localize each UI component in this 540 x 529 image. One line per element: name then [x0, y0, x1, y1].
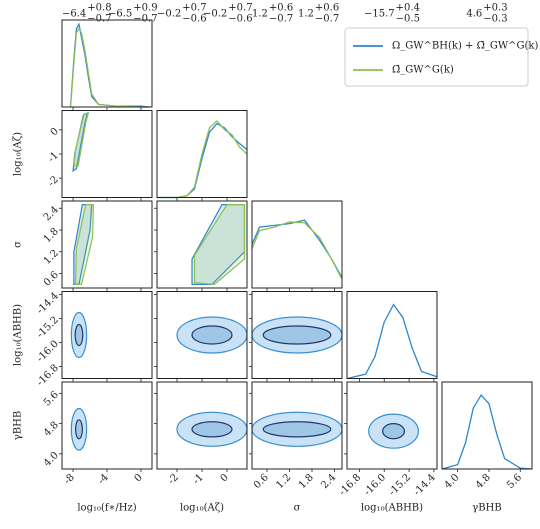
y-tick-label: 4.0	[42, 450, 61, 469]
contour	[191, 325, 233, 345]
x-tick-label: -15.2	[387, 472, 413, 498]
title-upper: +0.9	[133, 3, 157, 14]
x-tick-label: -4	[96, 472, 111, 487]
x-tick-label: -16.0	[362, 472, 388, 498]
panel-frame	[251, 200, 343, 289]
x-axis-label: log₁₀(f∗/Hz)	[77, 503, 136, 514]
y-tick-label: 0.6	[42, 270, 61, 289]
title-lower: −0.7	[269, 14, 293, 25]
title-upper: +0.7	[228, 3, 252, 14]
y-axis-label: log₁₀(ABHB)	[13, 304, 24, 366]
x-tick-label: 0.6	[252, 472, 271, 491]
contour	[262, 421, 332, 438]
x-tick-label: -14.4	[412, 472, 438, 498]
y-tick-label: -14.4	[35, 291, 61, 317]
x-axis-label: γBHB	[472, 503, 501, 514]
y-tick-label: -1	[46, 150, 61, 165]
y-tick-label: -2	[46, 174, 61, 189]
density-line	[157, 122, 248, 199]
y-tick-label: -16.0	[35, 339, 61, 365]
panel-frame	[441, 381, 533, 470]
x-tick-label: 1.8	[297, 472, 316, 491]
density-line	[251, 221, 343, 280]
title-lower: −0.6	[182, 14, 206, 25]
title-lower: −0.7	[87, 14, 111, 25]
contour	[193, 204, 246, 285]
x-tick-label: -2	[166, 472, 181, 487]
legend-label: Ω_GW^BH(k) + Ω̄_GW^G(k)	[392, 41, 538, 52]
diagonal-title: −6.5	[108, 9, 132, 20]
title-upper: +0.7	[182, 3, 206, 14]
diagonal-title: 1.2	[252, 9, 268, 20]
diagonal-title: −15.7	[364, 9, 395, 20]
y-tick-label: 2.4	[42, 204, 61, 223]
y-tick-label: -16.8	[35, 363, 61, 389]
contour	[262, 325, 332, 345]
y-tick-label: 4.8	[42, 420, 61, 439]
title-upper: +0.8	[87, 3, 111, 14]
x-tick-label: 5.6	[505, 472, 524, 491]
density-line	[157, 120, 248, 199]
x-tick-label: 1.2	[274, 472, 293, 491]
y-axis-label: log₁₀(Aζ)	[13, 132, 24, 176]
diagonal-title: 1.2	[298, 9, 314, 20]
contour	[191, 421, 233, 438]
title-lower: −0.7	[315, 14, 339, 25]
contour	[382, 423, 406, 440]
contour	[73, 112, 90, 167]
x-axis-label: log₁₀(ABHB)	[361, 503, 423, 514]
title-upper: +0.3	[483, 3, 507, 14]
y-tick-label: 1.8	[42, 226, 61, 245]
title-lower: −0.6	[228, 14, 252, 25]
panel-frame	[251, 381, 343, 470]
title-lower: −0.7	[133, 14, 157, 25]
diagonal-title: −0.2	[157, 9, 181, 20]
density-line	[346, 303, 438, 380]
diagonal-title: −6.4	[62, 9, 86, 20]
x-tick-label: -1	[191, 472, 206, 487]
title-lower: −0.5	[396, 14, 420, 25]
density-line	[69, 27, 150, 108]
contour	[74, 204, 95, 285]
legend-label: Ω̄_GW^G(k)	[392, 65, 454, 76]
legend-box	[344, 27, 529, 87]
x-tick-label: 2.4	[319, 472, 338, 491]
title-upper: +0.4	[396, 3, 420, 14]
y-tick-label: 1.2	[42, 248, 61, 267]
x-tick-label: 0	[219, 472, 231, 484]
x-tick-label: -16.8	[337, 472, 363, 498]
x-axis-label: σ	[294, 503, 301, 514]
title-upper: +0.6	[269, 3, 293, 14]
y-tick-label: 5.6	[42, 389, 61, 408]
contour	[74, 323, 84, 347]
x-tick-label: 4.8	[474, 472, 493, 491]
density-line	[441, 393, 533, 470]
x-tick-label: -8	[62, 472, 77, 487]
diagonal-title: 4.6	[466, 9, 482, 20]
contour	[74, 419, 83, 440]
y-tick-label: 0	[49, 126, 61, 138]
panel-frame	[251, 291, 343, 379]
panel-frame	[346, 381, 438, 470]
x-tick-label: 4.0	[443, 472, 462, 491]
title-upper: +0.6	[315, 3, 339, 14]
diagonal-title: −0.2	[203, 9, 227, 20]
x-tick-label: 0	[133, 472, 145, 484]
panel-frame	[346, 291, 438, 379]
y-axis-label: γBHB	[13, 411, 24, 440]
y-axis-label: σ	[13, 241, 24, 248]
x-axis-label: log₁₀(Aζ)	[180, 503, 224, 514]
title-lower: −0.3	[483, 14, 507, 25]
y-tick-label: -15.2	[35, 315, 61, 341]
